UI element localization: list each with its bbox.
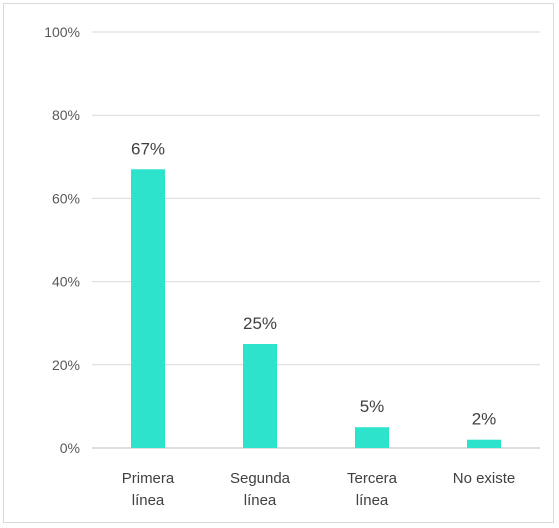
data-label: 5% (360, 397, 385, 416)
category-label-line: No existe (453, 470, 516, 487)
y-tick-label: 80% (52, 107, 80, 123)
y-tick-label: 20% (52, 357, 80, 373)
category-label-line: línea (132, 492, 165, 509)
bar (243, 344, 277, 448)
y-axis-tick-labels: 0% 20% 40% 60% 80% 100% (44, 24, 80, 456)
category-label-line: Tercera (347, 470, 398, 487)
bar (355, 427, 389, 448)
x-axis-category-labels: Primera línea Segunda línea Tercera línea No e… (122, 470, 516, 509)
category-label-line: Segunda (230, 470, 291, 487)
bar (131, 169, 165, 448)
category-label: Tercera línea (347, 470, 398, 509)
bar (467, 439, 501, 448)
chart-frame (3, 3, 554, 523)
data-labels: 67% 25% 5% 2% (131, 139, 496, 428)
data-label: 25% (243, 314, 277, 333)
y-tick-label: 100% (44, 24, 80, 40)
data-label: 2% (472, 410, 497, 429)
category-label: Segunda línea (230, 470, 291, 509)
category-label: No existe (453, 470, 516, 487)
category-label-line: línea (356, 492, 389, 509)
category-label-line: línea (244, 492, 277, 509)
category-label-line: Primera (122, 470, 175, 487)
y-tick-label: 0% (60, 440, 80, 456)
gridlines (92, 31, 540, 449)
category-label: Primera línea (122, 470, 175, 509)
y-tick-label: 40% (52, 274, 80, 290)
y-tick-label: 60% (52, 190, 80, 206)
data-label: 67% (131, 139, 165, 158)
bars (131, 169, 501, 448)
